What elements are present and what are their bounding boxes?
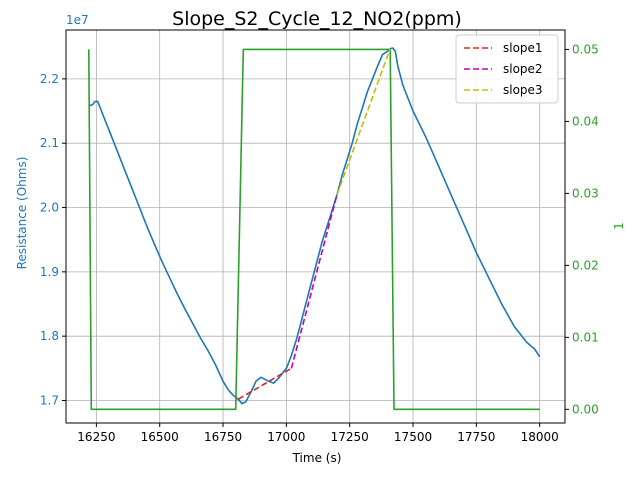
- y-axis-offset-text: 1e7: [66, 13, 89, 27]
- legend-label-slope2: slope2: [503, 62, 543, 76]
- y-right-tick-label: 0.00: [572, 402, 599, 416]
- series-line-concentration: [88, 48, 540, 411]
- y-left-tick-label: 2.0: [40, 201, 59, 215]
- series-line-slope1: [237, 367, 292, 400]
- series-line-slope3: [336, 48, 391, 195]
- y-right-tick-label: 0.04: [572, 114, 599, 128]
- y-right-tick-label: 0.02: [572, 258, 599, 272]
- y-right-tick-label: 0.05: [572, 42, 599, 56]
- y-left-tick-label: 1.7: [40, 393, 59, 407]
- series-line-slope2: [290, 194, 338, 369]
- x-tick-label: 16750: [204, 430, 242, 444]
- legend-label-slope3: slope3: [503, 83, 543, 97]
- x-tick-label: 16250: [77, 430, 115, 444]
- x-tick-label: 16500: [141, 430, 179, 444]
- chart-title: Slope_S2_Cycle_12_NO2(ppm): [172, 8, 462, 30]
- series-layer: [88, 47, 541, 411]
- legend-label-slope1: slope1: [503, 41, 543, 55]
- y-right-tick-label: 0.01: [572, 330, 599, 344]
- series-line-resistance: [88, 47, 541, 405]
- y-left-tick-label: 1.8: [40, 329, 59, 343]
- axes: 16250 16500 16750 17000 17250 17500 17750 18000…: [40, 42, 599, 444]
- y-right-tick-label: 0.03: [572, 186, 599, 200]
- legend-box: [455, 34, 559, 104]
- x-tick-label: 17000: [267, 430, 305, 444]
- legend: slope1 slope2 slope3: [455, 34, 559, 104]
- y-axis-left-label: Resistance (Ohms): [15, 157, 29, 270]
- plot-frame: [65, 29, 566, 424]
- y-left-tick-label: 1.9: [40, 265, 59, 279]
- x-tick-label: 18000: [521, 430, 559, 444]
- x-axis-label: Time (s): [292, 451, 342, 465]
- y-axis-right-label: 1: [612, 222, 626, 230]
- x-tick-label: 17750: [457, 430, 495, 444]
- x-tick-label: 17250: [331, 430, 369, 444]
- y-left-tick-label: 2.2: [40, 72, 59, 86]
- x-tick-label: 17500: [394, 430, 432, 444]
- y-left-tick-label: 2.1: [40, 136, 59, 150]
